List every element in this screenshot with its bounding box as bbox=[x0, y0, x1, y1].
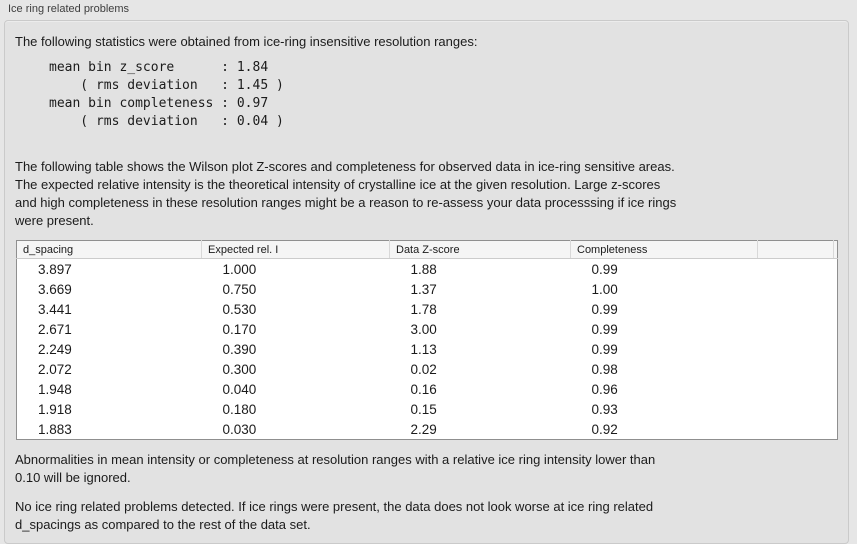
table-cell: 0.99 bbox=[591, 261, 618, 277]
table-cell: 3.897 bbox=[38, 261, 72, 277]
table-cell: 1.00 bbox=[591, 281, 618, 297]
table-cell bbox=[834, 259, 838, 280]
table-cell: 1.883 bbox=[38, 421, 72, 437]
ignore-note: Abnormalities in mean intensity or compl… bbox=[15, 452, 656, 485]
table-cell: 0.92 bbox=[591, 421, 618, 437]
column-header-data-z-score[interactable]: Data Z-score bbox=[389, 240, 571, 259]
table-cell: 1.000 bbox=[222, 261, 257, 277]
table-cell bbox=[758, 339, 834, 359]
table-cell bbox=[834, 339, 838, 359]
table-description: The following table shows the Wilson plo… bbox=[15, 159, 677, 228]
table-cell bbox=[834, 319, 838, 339]
table-row[interactable]: 1.883 0.030 2.29 0.92 bbox=[17, 419, 838, 440]
table-cell: 0.99 bbox=[591, 341, 618, 357]
table-cell: 0.93 bbox=[591, 401, 618, 417]
table-cell bbox=[758, 299, 834, 319]
table-body: 3.897 1.000 1.88 0.99 3.669 0.750 1.37 1.00 3.44… bbox=[17, 259, 838, 440]
table-row[interactable]: 1.918 0.180 0.15 0.93 bbox=[17, 399, 838, 419]
table-cell: 3.00 bbox=[410, 321, 437, 337]
table-cell bbox=[834, 279, 838, 299]
table-cell bbox=[758, 259, 834, 280]
table-cell: 0.040 bbox=[222, 381, 257, 397]
table-row[interactable]: 3.897 1.000 1.88 0.99 bbox=[17, 259, 838, 280]
table-cell bbox=[758, 319, 834, 339]
table-row[interactable]: 2.072 0.300 0.02 0.98 bbox=[17, 359, 838, 379]
table-cell: 1.13 bbox=[410, 341, 437, 357]
table-cell bbox=[758, 359, 834, 379]
table-header: d_spacing Expected rel. I Data Z-score C… bbox=[16, 240, 838, 259]
table-cell: 0.16 bbox=[410, 381, 437, 397]
table-cell bbox=[834, 379, 838, 399]
table-cell: 0.750 bbox=[222, 281, 257, 297]
table-cell: 0.99 bbox=[591, 301, 618, 317]
table-cell: 0.98 bbox=[591, 361, 618, 377]
table-cell: 3.669 bbox=[38, 281, 72, 297]
table-row[interactable]: 1.948 0.040 0.16 0.96 bbox=[17, 379, 838, 399]
conclusion-text: No ice ring related problems detected. I… bbox=[15, 499, 654, 532]
table-cell: 0.300 bbox=[222, 361, 257, 377]
panel-title: Ice ring related problems bbox=[8, 3, 130, 15]
ice-ring-table[interactable]: d_spacing Expected rel. I Data Z-score C… bbox=[16, 240, 838, 440]
table-cell bbox=[758, 399, 834, 419]
table-cell: 0.030 bbox=[222, 421, 257, 437]
table-cell bbox=[834, 419, 838, 440]
table-cell: 0.96 bbox=[591, 381, 618, 397]
table-cell: 3.441 bbox=[38, 301, 72, 317]
table-cell: 0.02 bbox=[410, 361, 437, 377]
table-cell: 1.78 bbox=[410, 301, 437, 317]
table-cell: 2.671 bbox=[38, 321, 72, 337]
table-cell: 0.15 bbox=[410, 401, 437, 417]
table-cell bbox=[758, 379, 834, 399]
table-cell: 0.99 bbox=[591, 321, 618, 337]
table-row[interactable]: 3.669 0.750 1.37 1.00 bbox=[17, 279, 838, 299]
table-cell: 2.29 bbox=[410, 421, 437, 437]
table-cell bbox=[834, 359, 838, 379]
table-cell: 0.390 bbox=[222, 341, 257, 357]
stats-block: mean bin z_score : 1.84 ( rms deviation … bbox=[49, 60, 284, 129]
table-cell bbox=[834, 399, 838, 419]
table-cell: 0.530 bbox=[222, 301, 257, 317]
table-cell: 2.072 bbox=[38, 361, 72, 377]
table-row[interactable]: 2.671 0.170 3.00 0.99 bbox=[17, 319, 838, 339]
table-cell: 1.88 bbox=[410, 261, 437, 277]
table-cell: 1.948 bbox=[38, 381, 72, 397]
column-header-filler bbox=[833, 240, 838, 259]
intro-text: The following statistics were obtained f… bbox=[15, 34, 478, 49]
column-header-d-spacing[interactable]: d_spacing bbox=[16, 240, 202, 259]
table-cell: 1.918 bbox=[38, 401, 72, 417]
column-header-completeness[interactable]: Completeness bbox=[570, 240, 758, 259]
table-cell bbox=[834, 299, 838, 319]
table-cell: 1.37 bbox=[410, 281, 437, 297]
table-cell: 0.180 bbox=[222, 401, 257, 417]
column-header-expected-rel-i[interactable]: Expected rel. I bbox=[201, 240, 390, 259]
table-cell: 0.170 bbox=[222, 321, 257, 337]
table-cell bbox=[758, 279, 834, 299]
column-header-empty bbox=[757, 240, 834, 259]
panel-box: The following statistics were obtained f… bbox=[4, 20, 849, 544]
table-header-row: d_spacing Expected rel. I Data Z-score C… bbox=[16, 240, 838, 259]
table-row[interactable]: 2.249 0.390 1.13 0.99 bbox=[17, 339, 838, 359]
table-cell bbox=[758, 419, 834, 440]
table-row[interactable]: 3.441 0.530 1.78 0.99 bbox=[17, 299, 838, 319]
table-cell: 2.249 bbox=[38, 341, 72, 357]
